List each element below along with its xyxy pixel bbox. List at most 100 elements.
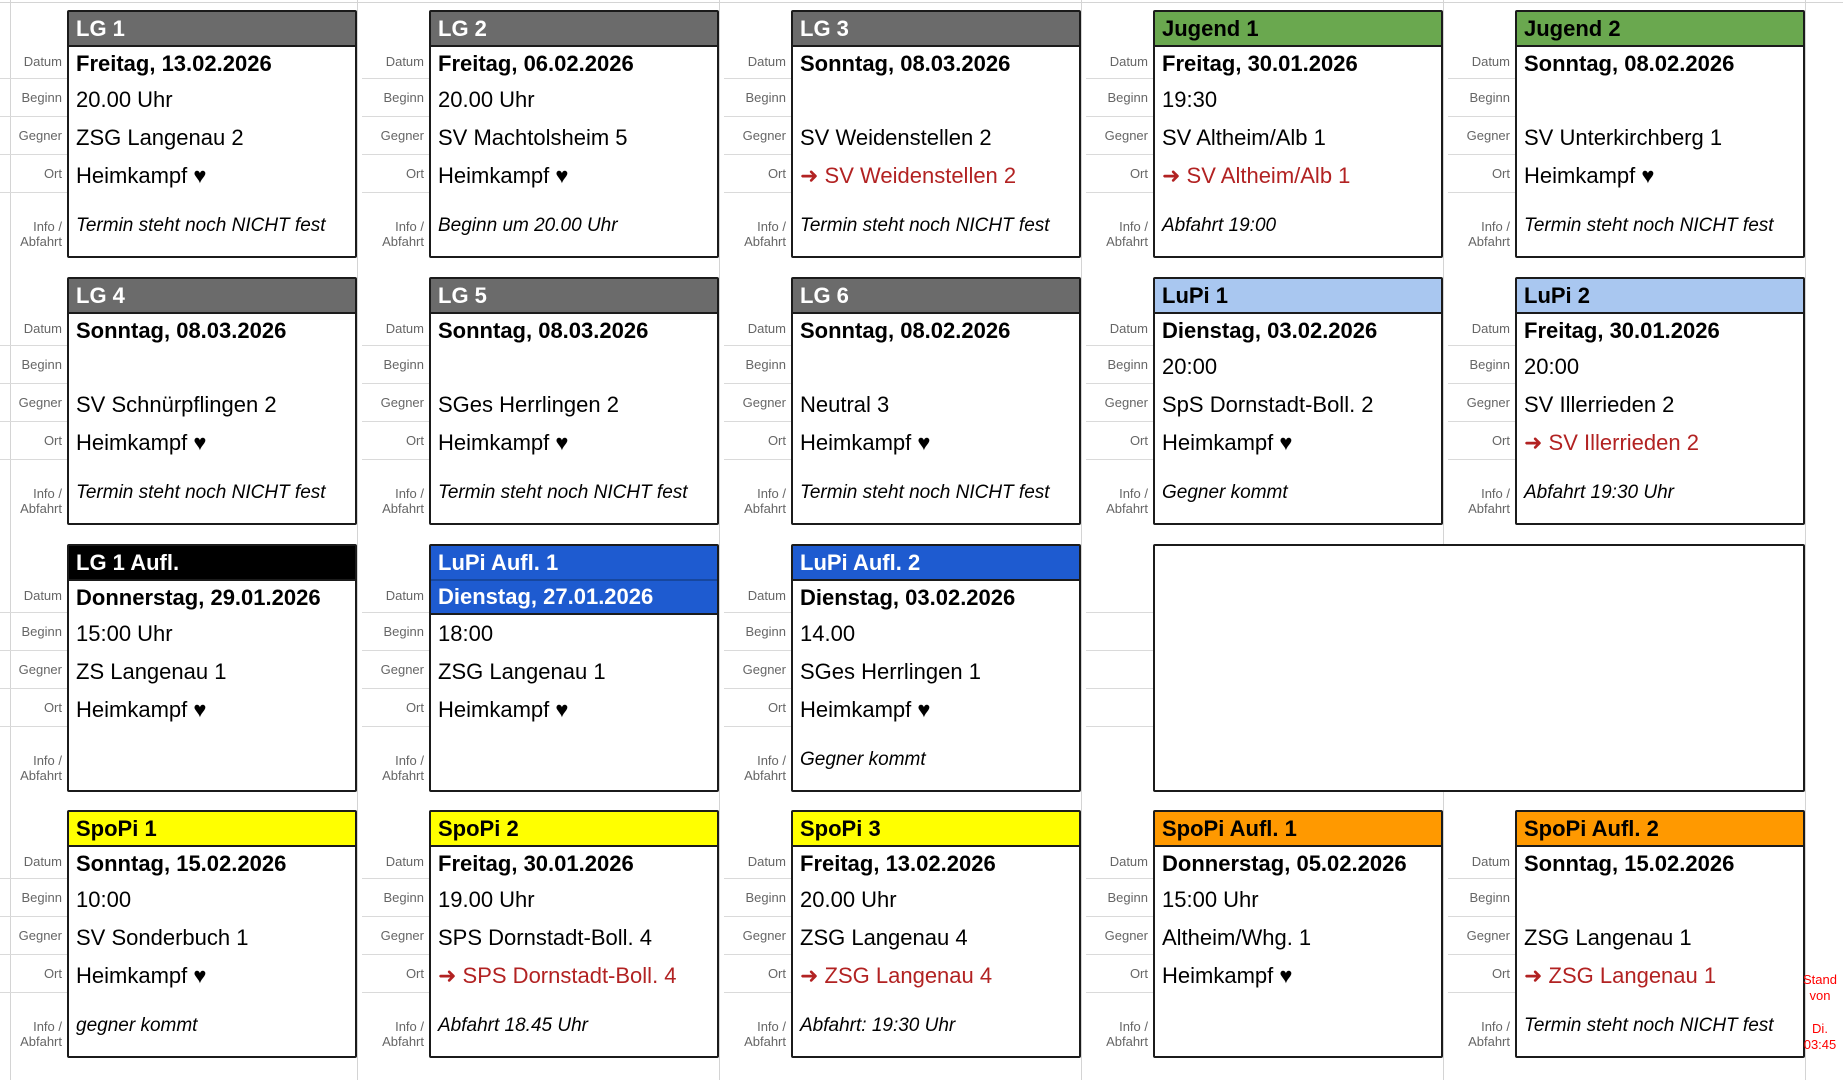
label-gegner: Gegner (0, 117, 67, 155)
match-date: Sonntag, 08.02.2026 (800, 318, 1011, 343)
label-info-abfahrt: Info / Abfahrt (744, 753, 786, 784)
match-location: Heimkampf ♥ (438, 430, 569, 455)
team-name: LG 1 Aufl. (76, 549, 180, 575)
row-label-gutter: Datum Beginn Gegner Ort Info / Abfahrt (0, 544, 67, 792)
label-beginn: Beginn (362, 346, 429, 384)
team-header: SpoPi 1 (69, 812, 355, 847)
label-info-abfahrt: Info / Abfahrt (1468, 1019, 1510, 1050)
team-name: Jugend 1 (1162, 15, 1259, 41)
match-date: Sonntag, 08.03.2026 (800, 51, 1011, 76)
team-name: LuPi 1 (1162, 282, 1229, 308)
match-opponent-row: ZSG Langenau 1 (1517, 919, 1803, 957)
match-opponent: Neutral 3 (800, 392, 890, 417)
match-card-jugend-2: Jugend 2 Sonntag, 08.02.2026 SV Unterkir… (1515, 10, 1805, 258)
label-beginn: Beginn (362, 879, 429, 917)
team-header: Jugend 1 (1155, 12, 1441, 47)
label-datum: Datum (1448, 845, 1515, 879)
match-time-row: 20:00 (1155, 348, 1441, 386)
match-start-time: 20:00 (1162, 354, 1218, 379)
match-location-row: Heimkampf ♥ (69, 691, 355, 729)
match-location: Heimkampf ♥ (800, 697, 931, 722)
match-card-lupi-2: LuPi 2 Freitag, 30.01.2026 20:00 SV Ille… (1515, 277, 1805, 525)
row-label-gutter: Datum Beginn Gegner Ort Info / Abfahrt (1086, 277, 1153, 525)
match-info-row: Beginn um 20.00 Uhr (431, 195, 717, 256)
match-opponent-row: SV Sonderbuch 1 (69, 919, 355, 957)
label-datum: Datum (1448, 45, 1515, 79)
match-opponent-row: ZS Langenau 1 (69, 653, 355, 691)
team-name: LuPi Aufl. 1 (438, 549, 559, 575)
grid-line-vertical (719, 0, 720, 1080)
match-time-row (793, 348, 1079, 386)
label-datum: Datum (724, 312, 791, 346)
grid-line-vertical (10, 0, 11, 1080)
team-name: Jugend 2 (1524, 15, 1621, 41)
label-info-abfahrt: Info / Abfahrt (1468, 219, 1510, 250)
label-beginn: Beginn (1086, 346, 1153, 384)
match-info: Gegner kommt (800, 748, 926, 770)
match-info-row: Termin steht noch NICHT fest (69, 462, 355, 523)
match-time-row: 15:00 Uhr (1155, 881, 1441, 919)
grid-line-vertical (1805, 0, 1806, 1080)
match-date-row: Freitag, 13.02.2026 (69, 47, 355, 81)
match-date: Freitag, 30.01.2026 (1162, 51, 1358, 76)
match-location-row: ➜ SV Altheim/Alb 1 (1155, 157, 1441, 195)
match-location: Heimkampf ♥ (438, 697, 569, 722)
match-location: ➜ SV Altheim/Alb 1 (1162, 163, 1351, 188)
label-ort: Ort (1448, 955, 1515, 993)
match-opponent-row: SV Weidenstellen 2 (793, 119, 1079, 157)
team-header: LuPi 2 (1517, 279, 1803, 314)
stand-time-text: 03:45 (1803, 1036, 1837, 1052)
match-date-row: Donnerstag, 29.01.2026 (69, 581, 355, 615)
label-beginn: Beginn (0, 879, 67, 917)
match-date: Sonntag, 15.02.2026 (76, 851, 287, 876)
match-opponent: ZSG Langenau 1 (438, 659, 606, 684)
stand-day-text: Di. (1812, 1020, 1828, 1036)
match-time-row: 20:00 (1517, 348, 1803, 386)
match-card-lg-5: LG 5 Sonntag, 08.03.2026 SGes Herrlingen… (429, 277, 719, 525)
match-date-row: Donnerstag, 05.02.2026 (1155, 847, 1441, 881)
match-time-row: 20.00 Uhr (793, 881, 1079, 919)
match-opponent: SPS Dornstadt-Boll. 4 (438, 925, 652, 950)
match-date-row: Freitag, 30.01.2026 (1517, 314, 1803, 348)
match-location: ➜ SV Illerrieden 2 (1524, 430, 1699, 455)
match-location-row: ➜ SPS Dornstadt-Boll. 4 (431, 957, 717, 995)
label-info-abfahrt: Info / Abfahrt (744, 219, 786, 250)
team-header: SpoPi 2 (431, 812, 717, 847)
label-gegner: Gegner (724, 117, 791, 155)
match-opponent-row: Altheim/Whg. 1 (1155, 919, 1441, 957)
team-name: LG 2 (438, 15, 487, 41)
match-info: Beginn um 20.00 Uhr (438, 214, 618, 236)
match-card-lg-1: LG 1 Freitag, 13.02.2026 20.00 Uhr ZSG L… (67, 10, 357, 258)
match-location-row: Heimkampf ♥ (793, 424, 1079, 462)
grid-line-vertical (357, 0, 358, 1080)
label-info-abfahrt: Info / Abfahrt (744, 486, 786, 517)
label-gegner: Gegner (724, 917, 791, 955)
row-label-gutter (1086, 544, 1153, 792)
label-datum: Datum (0, 312, 67, 346)
match-card-lg-3: LG 3 Sonntag, 08.03.2026 SV Weidenstelle… (791, 10, 1081, 258)
label-gegner: Gegner (0, 917, 67, 955)
label-info-abfahrt: Info / Abfahrt (1106, 486, 1148, 517)
match-location: Heimkampf ♥ (800, 430, 931, 455)
label-datum: Datum (362, 845, 429, 879)
match-date-row: Sonntag, 08.03.2026 (431, 314, 717, 348)
team-name: LuPi Aufl. 2 (800, 549, 921, 575)
match-opponent: ZSG Langenau 4 (800, 925, 968, 950)
match-info: Abfahrt: 19:30 Uhr (800, 1014, 956, 1036)
match-opponent-row: ZSG Langenau 1 (431, 653, 717, 691)
label-beginn: Beginn (1448, 879, 1515, 917)
match-date-row: Freitag, 30.01.2026 (431, 847, 717, 881)
match-info-row: Termin steht noch NICHT fest (69, 195, 355, 256)
gutter-header-spacer (724, 544, 791, 579)
match-card-spopi-3: SpoPi 3 Freitag, 13.02.2026 20.00 Uhr ZS… (791, 810, 1081, 1058)
gutter-header-spacer (362, 544, 429, 579)
match-opponent: SV Weidenstellen 2 (800, 125, 992, 150)
match-start-time: 15:00 Uhr (1162, 887, 1259, 912)
match-opponent: SpS Dornstadt-Boll. 2 (1162, 392, 1374, 417)
match-start-time: 19.00 Uhr (438, 887, 535, 912)
label-gegner: Gegner (362, 917, 429, 955)
team-name: SpoPi 1 (76, 815, 157, 841)
match-date: Dienstag, 27.01.2026 (438, 584, 654, 609)
label-info-abfahrt: Info / Abfahrt (382, 486, 424, 517)
label-datum: Datum (724, 845, 791, 879)
